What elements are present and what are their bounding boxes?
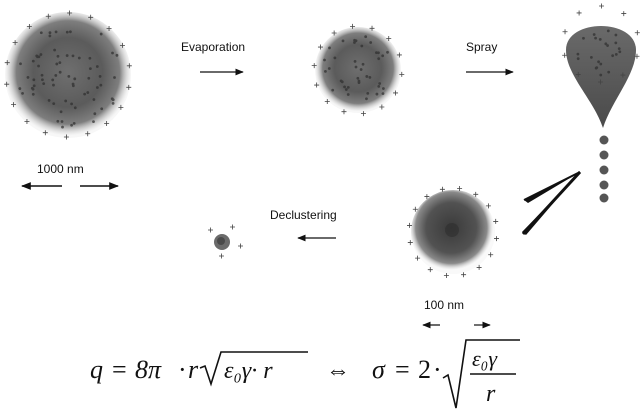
formula-equals-2: = [395, 355, 410, 384]
formula-sigma-numerator: ε₀γ [472, 346, 498, 371]
small-droplet [406, 185, 500, 279]
formula-charge-lhs: q [90, 355, 103, 384]
formula-sqrt-1 [199, 351, 308, 387]
large-droplet [4, 10, 132, 140]
evaporation-label: Evaporation [181, 40, 246, 54]
gas-phase-ion [208, 224, 243, 259]
formula-charge-sqrt-content: ε₀γ· r [224, 358, 273, 384]
formula-sqrt-2 [442, 339, 520, 409]
formula-equals-1: = [112, 355, 127, 384]
formula-sigma-lhs: σ [372, 355, 386, 384]
declustering-label: Declustering [270, 208, 337, 222]
formula-equivalence: ⇔ [326, 358, 350, 384]
scale-label-small: 100 nm [424, 298, 465, 312]
scale-label-large: 1000 nm [37, 162, 84, 176]
formula-r-1: r [188, 355, 199, 384]
formula-sigma-denominator: r [486, 381, 496, 407]
formula-charge-coefficient: 8π [135, 355, 162, 384]
medium-droplet [311, 23, 405, 117]
taylor-cone-droplet [562, 3, 640, 203]
formula-dot-2: · [433, 355, 442, 384]
formula: q = 8π · r ε₀γ· r ⇔ σ = 2 · ε₀γ r [90, 339, 520, 409]
formula-sigma-coefficient: 2 [418, 355, 431, 384]
formula-dot-1: · [178, 355, 187, 384]
spray-label: Spray [466, 40, 498, 54]
